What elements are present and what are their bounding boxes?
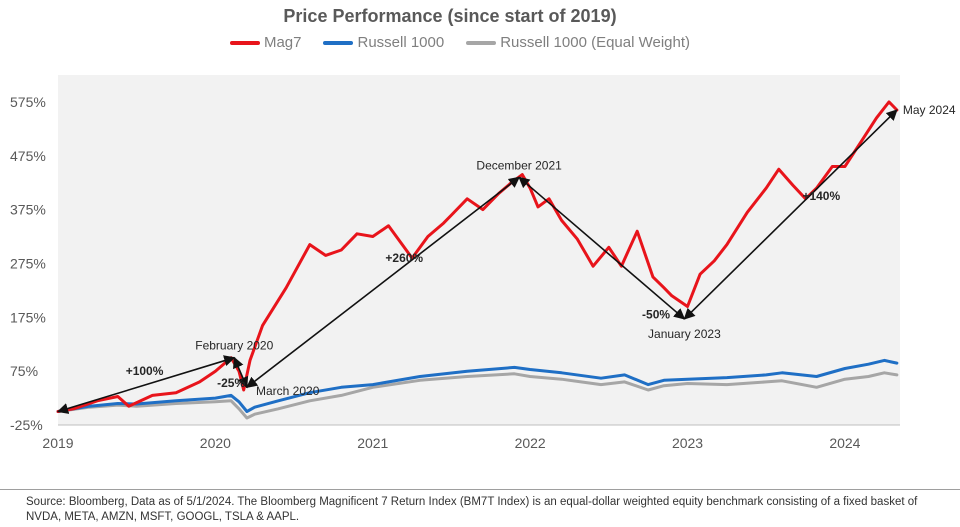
footer-divider [0, 489, 960, 490]
date-label: January 2023 [648, 327, 721, 341]
legend-swatch-russell-1000 [323, 40, 354, 45]
source-note: Source: Bloomberg, Data as of 5/1/2024. … [26, 495, 946, 525]
x-tick-label: 2021 [357, 435, 388, 451]
legend-label-russell-1000: Russell 1000 [357, 34, 445, 51]
change-label: -50% [642, 308, 670, 322]
legend-label-russell-1000-equal-weight: Russell 1000 (Equal Weight) [500, 34, 691, 51]
y-tick-label: 475% [10, 148, 46, 164]
y-tick-label: 75% [10, 363, 38, 379]
y-tick-label: -25% [10, 417, 43, 433]
legend-item-russell-1000: Russell 1000 [323, 34, 444, 51]
trend-arrow [56, 355, 236, 414]
y-tick-label: 275% [10, 255, 46, 271]
x-tick-label: 2019 [42, 435, 73, 451]
x-tick-label: 2023 [672, 435, 703, 451]
change-label: +100% [126, 364, 164, 378]
date-label: December 2021 [476, 158, 562, 172]
trend-arrow [683, 109, 898, 320]
chart-legend: Mag7 Russell 1000 Russell 1000 (Equal We… [0, 34, 920, 51]
x-tick-label: 2022 [515, 435, 546, 451]
x-axis: 2019 2020 2021 2022 2023 2024 [42, 435, 860, 451]
legend-item-russell-1000-equal-weight: Russell 1000 (Equal Weight) [466, 34, 690, 51]
source-note-line-1: Source: Bloomberg, Data as of 5/1/2024. … [26, 496, 918, 508]
date-label: March 2020 [256, 384, 320, 398]
change-label: -25% [217, 376, 245, 390]
y-tick-label: 575% [10, 94, 46, 110]
legend-swatch-mag7 [229, 40, 260, 45]
chart-title: Price Performance (since start of 2019) [283, 6, 617, 26]
chart-canvas: 575% 475% 375% 275% 175% 75% -25% 2019 2020 2021… [10, 75, 956, 451]
source-note-line-2: NVDA, META, AMZN, MSFT, GOOGL, TSLA & AA… [26, 511, 300, 523]
legend-item-mag7: Mag7 [229, 34, 302, 51]
legend-label-mag7: Mag7 [263, 34, 302, 51]
y-axis: 575% 475% 375% 275% 175% 75% -25% [10, 94, 46, 433]
y-tick-label: 175% [10, 309, 46, 325]
change-label: +260% [385, 251, 423, 265]
arrow-layer [56, 109, 898, 414]
trend-arrow [518, 176, 686, 320]
date-label: February 2020 [195, 339, 273, 353]
x-tick-label: 2020 [200, 435, 231, 451]
trend-arrow [233, 356, 249, 389]
change-label: +140% [802, 189, 840, 203]
date-label: May 2024 [903, 103, 956, 117]
legend-swatch-russell-1000-equal-weight [466, 40, 497, 45]
trend-arrow [245, 176, 521, 388]
annotation-layer: February 2020 March 2020 December 2021 Janu… [126, 103, 956, 398]
x-tick-label: 2024 [829, 435, 860, 451]
y-tick-label: 375% [10, 202, 46, 218]
